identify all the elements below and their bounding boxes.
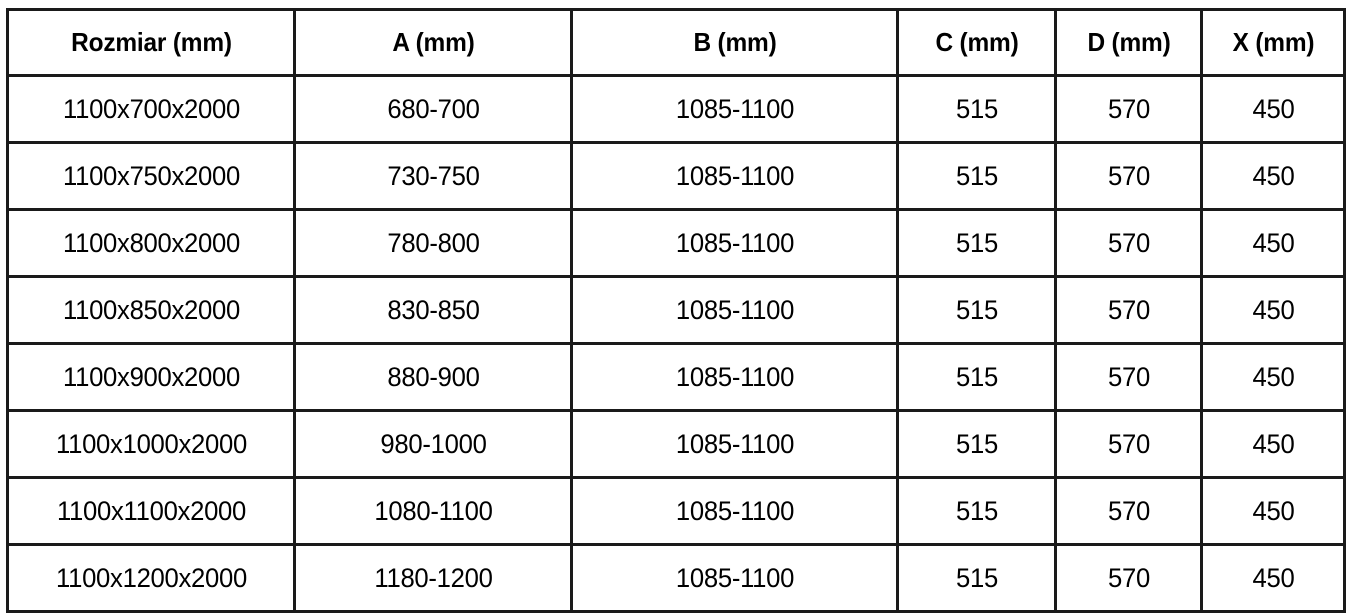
- cell-x: 450: [1203, 476, 1343, 546]
- cell-x: 450: [1203, 74, 1343, 144]
- cell-b: 1085-1100: [578, 409, 891, 479]
- table-row: 1100x1200x2000 1180-1200 1085-1100 515 5…: [8, 543, 1345, 613]
- sheet-canvas: Rozmiar (mm) A (mm) B (mm) C (mm) D (mm)…: [13, 8, 1343, 613]
- column-header-c: C (mm): [900, 8, 1053, 77]
- column-header-b: B (mm): [579, 8, 890, 77]
- cell-a: 780-800: [299, 208, 566, 278]
- cell-a: 980-1000: [299, 409, 566, 479]
- cell-size: 1100x750x2000: [13, 141, 289, 211]
- cell-a: 1180-1200: [299, 543, 566, 613]
- table-header: Rozmiar (mm) A (mm) B (mm) C (mm) D (mm)…: [8, 8, 1345, 77]
- cell-c: 515: [900, 74, 1053, 144]
- cell-size: 1100x1000x2000: [13, 409, 289, 479]
- cell-x: 450: [1203, 409, 1343, 479]
- cell-d: 570: [1057, 208, 1200, 278]
- cell-x: 450: [1203, 141, 1343, 211]
- cell-c: 515: [900, 342, 1053, 412]
- table-row: 1100x800x2000 780-800 1085-1100 515 570 …: [8, 208, 1345, 278]
- cell-c: 515: [900, 275, 1053, 345]
- cell-c: 515: [900, 141, 1053, 211]
- cell-size: 1100x1100x2000: [13, 476, 289, 546]
- cell-c: 515: [900, 476, 1053, 546]
- cell-x: 450: [1203, 208, 1343, 278]
- column-header-a: A (mm): [301, 8, 565, 77]
- table-row: 1100x900x2000 880-900 1085-1100 515 570 …: [8, 342, 1345, 412]
- table-row: 1100x750x2000 730-750 1085-1100 515 570 …: [8, 141, 1345, 211]
- cell-a: 1080-1100: [299, 476, 566, 546]
- cell-a: 730-750: [299, 141, 566, 211]
- table-row: 1100x1100x2000 1080-1100 1085-1100 515 5…: [8, 476, 1345, 546]
- cell-size: 1100x1200x2000: [13, 543, 289, 613]
- table-row: 1100x1000x2000 980-1000 1085-1100 515 57…: [8, 409, 1345, 479]
- dimensions-table: Rozmiar (mm) A (mm) B (mm) C (mm) D (mm)…: [6, 8, 1346, 613]
- cell-d: 570: [1057, 476, 1200, 546]
- cell-d: 570: [1057, 342, 1200, 412]
- cell-a: 830-850: [299, 275, 566, 345]
- cell-c: 515: [900, 208, 1053, 278]
- cell-b: 1085-1100: [578, 208, 891, 278]
- cell-d: 570: [1057, 543, 1200, 613]
- column-header-size: Rozmiar (mm): [14, 8, 288, 77]
- cell-c: 515: [900, 543, 1053, 613]
- cell-d: 570: [1057, 275, 1200, 345]
- cell-b: 1085-1100: [578, 543, 891, 613]
- column-header-x: X (mm): [1204, 8, 1342, 77]
- cell-b: 1085-1100: [578, 342, 891, 412]
- table-row: 1100x700x2000 680-700 1085-1100 515 570 …: [8, 74, 1345, 144]
- cell-size: 1100x850x2000: [13, 275, 289, 345]
- cell-b: 1085-1100: [578, 476, 891, 546]
- cell-d: 570: [1057, 409, 1200, 479]
- cell-x: 450: [1203, 342, 1343, 412]
- cell-d: 570: [1057, 141, 1200, 211]
- cell-a: 880-900: [299, 342, 566, 412]
- cell-b: 1085-1100: [578, 275, 891, 345]
- cell-x: 450: [1203, 543, 1343, 613]
- cell-b: 1085-1100: [578, 141, 891, 211]
- cell-size: 1100x900x2000: [13, 342, 289, 412]
- cell-size: 1100x700x2000: [13, 74, 289, 144]
- cell-d: 570: [1057, 74, 1200, 144]
- cell-c: 515: [900, 409, 1053, 479]
- cell-size: 1100x800x2000: [13, 208, 289, 278]
- table-row: 1100x850x2000 830-850 1085-1100 515 570 …: [8, 275, 1345, 345]
- cell-x: 450: [1203, 275, 1343, 345]
- column-header-d: D (mm): [1058, 8, 1199, 77]
- table-header-row: Rozmiar (mm) A (mm) B (mm) C (mm) D (mm)…: [8, 8, 1345, 77]
- cell-a: 680-700: [299, 74, 566, 144]
- cell-b: 1085-1100: [578, 74, 891, 144]
- table-body: 1100x700x2000 680-700 1085-1100 515 570 …: [8, 74, 1345, 613]
